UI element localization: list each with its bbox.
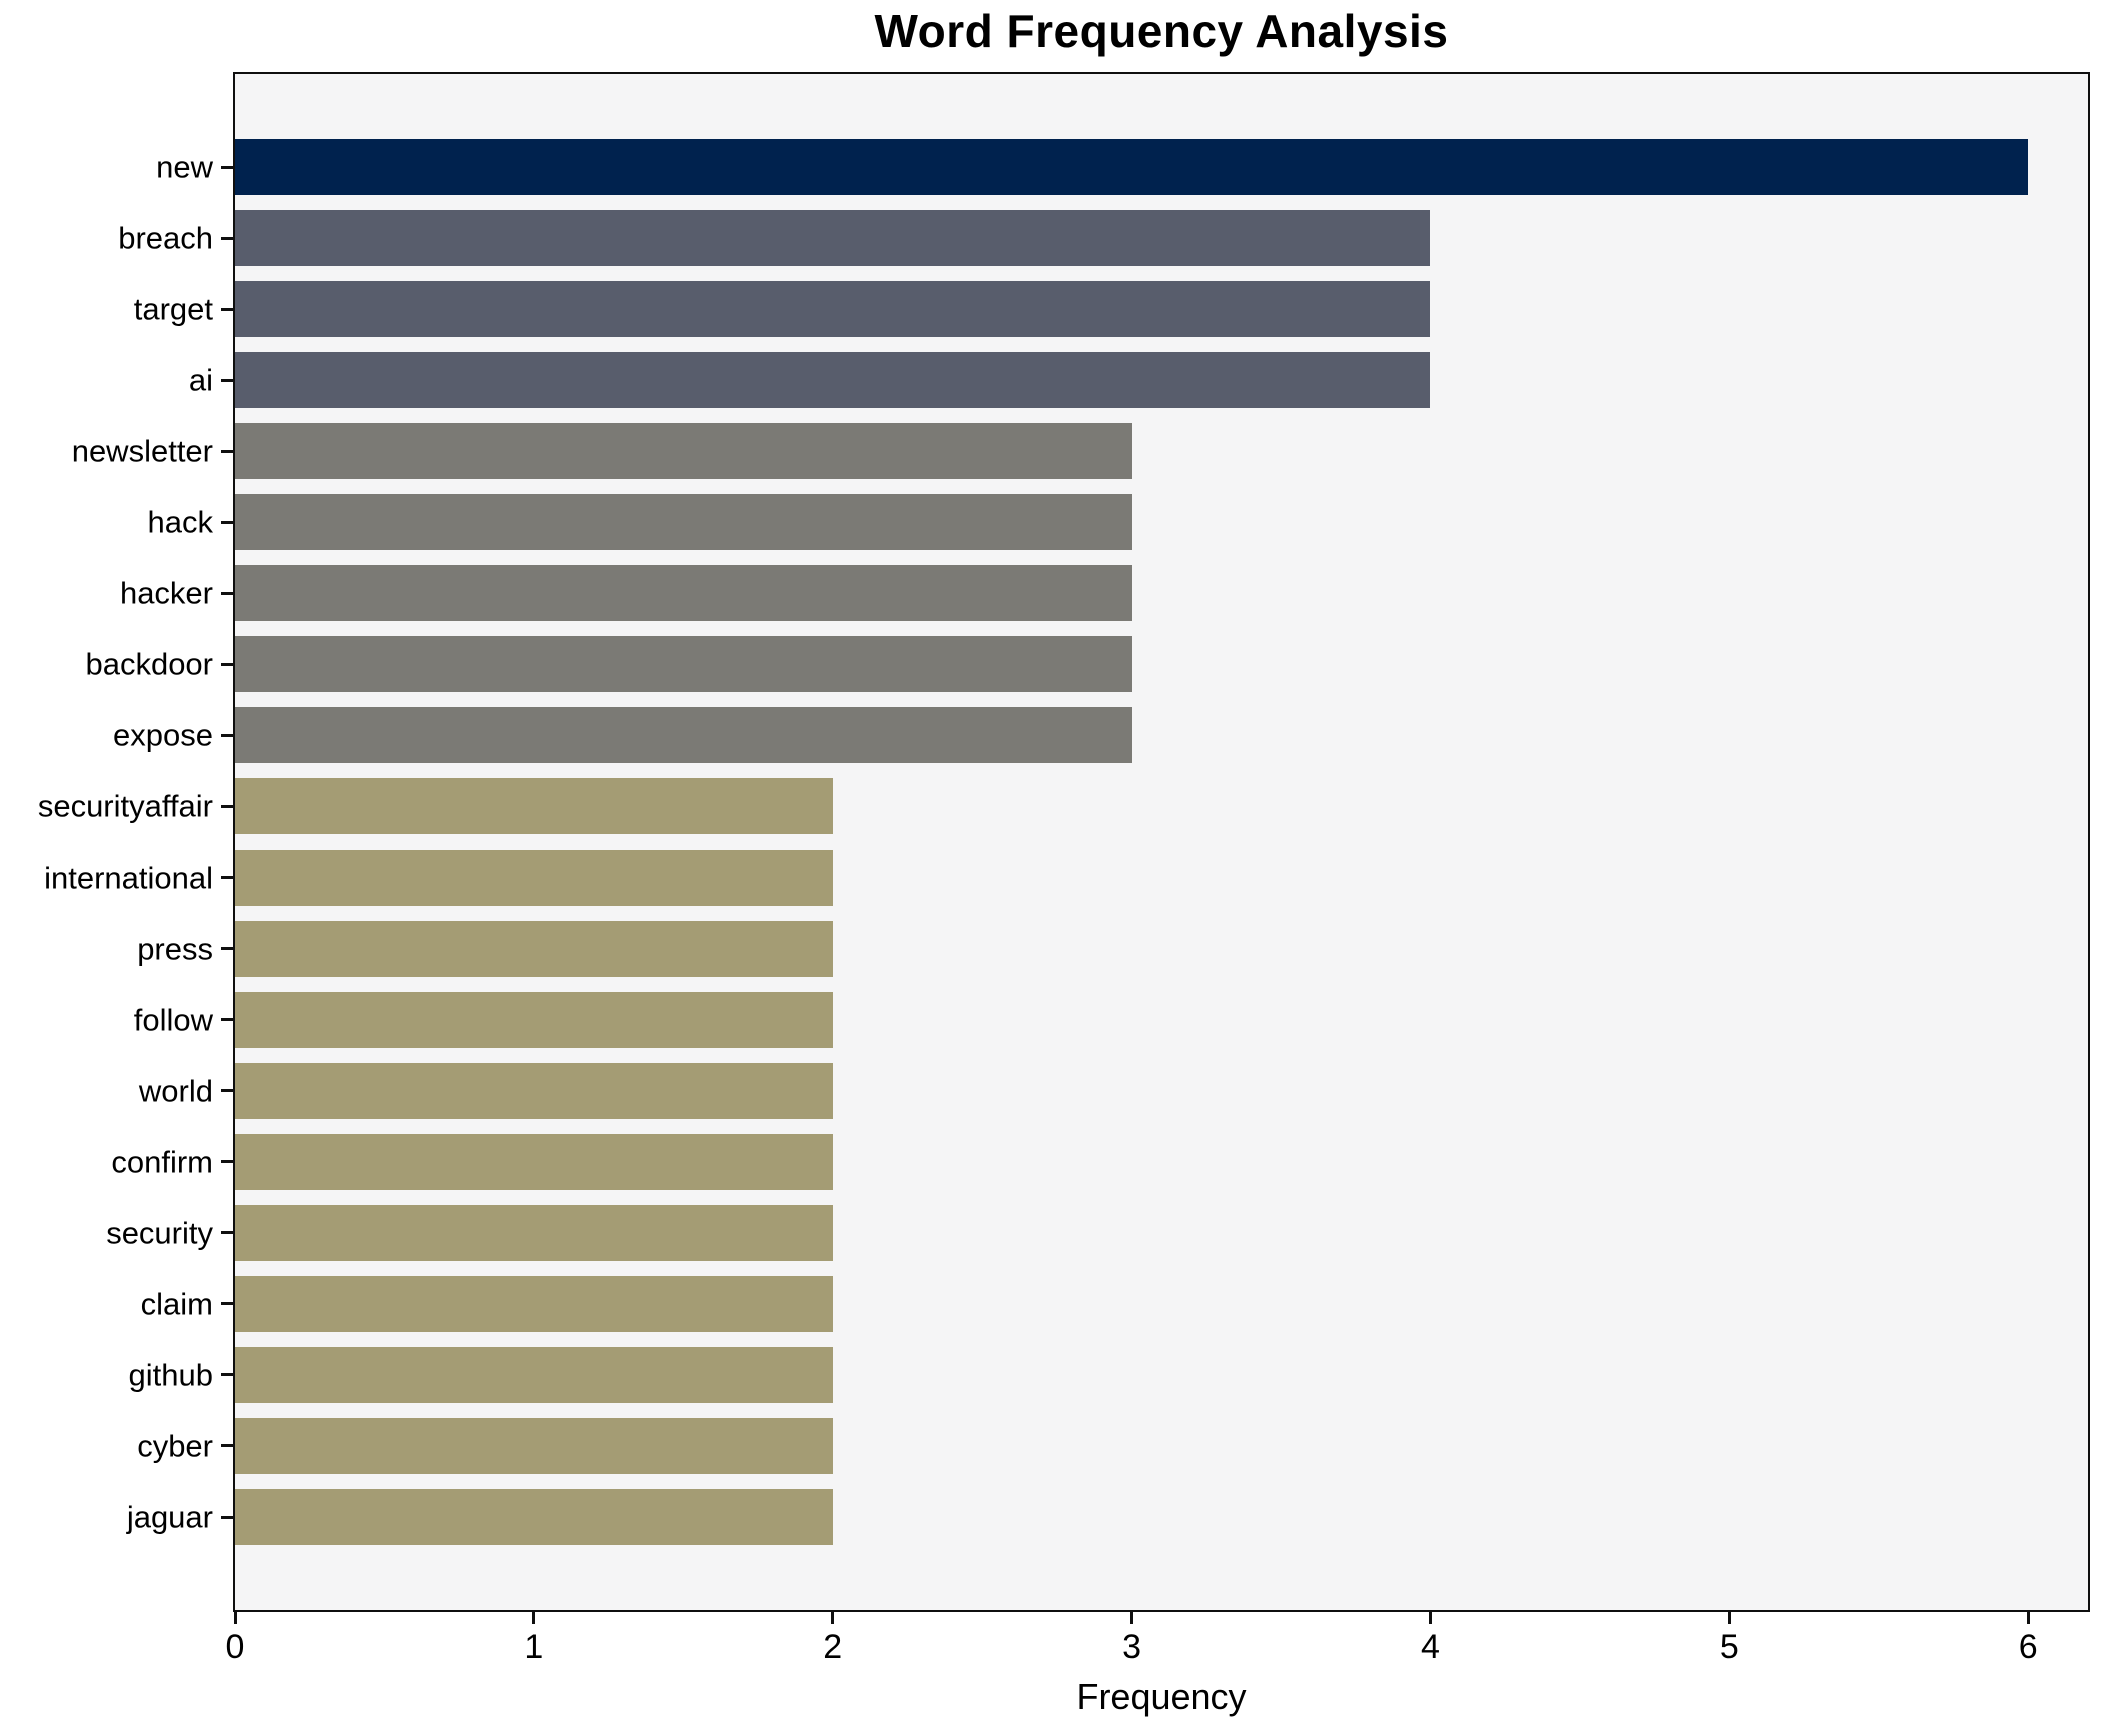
y-tick-mark xyxy=(221,1515,233,1519)
y-tick-mark xyxy=(221,449,233,453)
x-tick-mark xyxy=(2026,1612,2030,1624)
bar-hacker xyxy=(235,565,1132,622)
x-tick-mark xyxy=(1727,1612,1731,1624)
x-tick-label-5: 5 xyxy=(1719,1628,1739,1666)
bar-hack xyxy=(235,494,1132,551)
bar-follow xyxy=(235,991,833,1048)
y-tick-mark xyxy=(221,733,233,737)
chart-title: Word Frequency Analysis xyxy=(874,5,1449,57)
x-tick-mark xyxy=(1130,1612,1134,1624)
x-tick-label-1: 1 xyxy=(524,1628,544,1666)
y-tick-mark xyxy=(221,307,233,311)
y-tick-mark xyxy=(221,804,233,808)
bar-world xyxy=(235,1062,833,1119)
y-tick-label-claim: claim xyxy=(140,1286,213,1322)
bar-confirm xyxy=(235,1133,833,1190)
y-tick-mark xyxy=(221,1444,233,1448)
y-tick-label-newsletter: newsletter xyxy=(71,433,213,469)
y-tick-label-press: press xyxy=(137,931,213,967)
y-tick-label-cyber: cyber xyxy=(137,1428,213,1464)
bar-security xyxy=(235,1204,833,1261)
y-tick-label-github: github xyxy=(128,1357,213,1393)
y-tick-mark xyxy=(221,236,233,240)
x-tick-mark xyxy=(233,1612,237,1624)
y-tick-label-breach: breach xyxy=(118,220,213,256)
x-tick-mark xyxy=(831,1612,835,1624)
y-tick-label-world: world xyxy=(138,1073,213,1109)
y-tick-label-confirm: confirm xyxy=(111,1144,213,1180)
y-tick-mark xyxy=(221,165,233,169)
x-tick-label-4: 4 xyxy=(1421,1628,1440,1666)
bar-international xyxy=(235,849,833,906)
y-tick-mark xyxy=(221,1018,233,1022)
bar-jaguar xyxy=(235,1489,833,1545)
y-tick-label-hack: hack xyxy=(147,504,213,540)
y-tick-mark xyxy=(221,520,233,524)
x-tick-label-6: 6 xyxy=(2018,1628,2038,1666)
bar-breach xyxy=(235,210,1431,267)
y-tick-mark xyxy=(221,1231,233,1235)
bar-ai xyxy=(235,352,1431,409)
y-tick-label-follow: follow xyxy=(133,1002,213,1038)
y-tick-label-jaguar: jaguar xyxy=(126,1499,213,1535)
y-tick-mark xyxy=(221,591,233,595)
y-tick-label-expose: expose xyxy=(113,717,213,753)
bar-new xyxy=(235,139,2029,195)
x-tick-mark xyxy=(1428,1612,1432,1624)
y-tick-label-backdoor: backdoor xyxy=(85,646,213,682)
bar-claim xyxy=(235,1275,833,1332)
y-tick-mark xyxy=(221,876,233,880)
bar-cyber xyxy=(235,1417,833,1474)
x-tick-label-3: 3 xyxy=(1122,1628,1142,1666)
y-tick-mark xyxy=(221,662,233,666)
plot-area xyxy=(233,72,2090,1612)
x-tick-mark xyxy=(532,1612,536,1624)
bar-expose xyxy=(235,707,1132,764)
y-tick-mark xyxy=(221,378,233,382)
y-tick-label-international: international xyxy=(44,860,213,896)
x-axis-label: Frequency xyxy=(1076,1676,1247,1717)
bar-press xyxy=(235,920,833,977)
y-tick-mark xyxy=(221,1089,233,1093)
y-tick-label-ai: ai xyxy=(188,362,213,398)
bar-backdoor xyxy=(235,636,1132,693)
y-tick-mark xyxy=(221,1302,233,1306)
y-tick-mark xyxy=(221,1373,233,1377)
y-tick-mark xyxy=(221,947,233,951)
y-tick-label-securityaffair: securityaffair xyxy=(37,788,213,824)
y-tick-label-hacker: hacker xyxy=(119,575,213,611)
bar-newsletter xyxy=(235,423,1132,480)
y-tick-label-target: target xyxy=(133,291,213,327)
x-tick-label-2: 2 xyxy=(823,1628,843,1666)
bar-securityaffair xyxy=(235,778,833,835)
bar-github xyxy=(235,1346,833,1403)
y-tick-mark xyxy=(221,1160,233,1164)
x-tick-label-0: 0 xyxy=(225,1628,245,1666)
y-tick-label-security: security xyxy=(106,1215,213,1251)
bar-target xyxy=(235,281,1431,338)
y-tick-label-new: new xyxy=(156,149,213,185)
